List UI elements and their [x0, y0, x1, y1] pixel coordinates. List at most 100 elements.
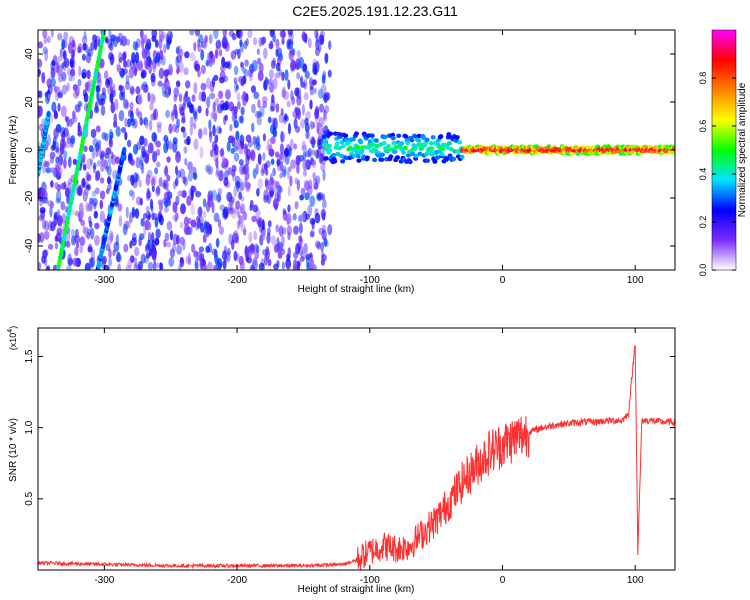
heatmap-cell — [218, 226, 225, 236]
snr-series-line — [38, 344, 675, 570]
heatmap-cell — [240, 106, 245, 116]
heatmap-cell — [238, 215, 243, 225]
heatmap-cell — [78, 65, 82, 77]
heatmap-cell — [262, 152, 266, 161]
heatmap-cell — [261, 249, 268, 256]
heatmap-cell — [208, 119, 212, 131]
heatmap-cell — [158, 67, 165, 80]
heatmap-cell — [74, 103, 78, 112]
heatmap-cell — [309, 85, 315, 96]
heatmap-cell — [193, 110, 198, 120]
heatmap-cell — [124, 131, 128, 141]
heatmap-cell — [180, 203, 186, 215]
heatmap-cell — [260, 37, 265, 46]
heatmap-cell — [250, 149, 256, 162]
heatmap-cell — [307, 37, 312, 49]
heatmap-cell — [46, 264, 51, 270]
heatmap-cell — [129, 255, 135, 263]
heatmap-cell — [256, 142, 261, 151]
heatmap-cell — [65, 141, 72, 149]
heatmap-cell — [273, 129, 278, 138]
heatmap-cell — [185, 256, 192, 264]
heatmap-cell — [264, 177, 269, 187]
heatmap-cell — [316, 122, 321, 129]
heatmap-cell — [106, 235, 113, 246]
heatmap-cell — [416, 133, 422, 139]
heatmap-cell — [148, 64, 152, 75]
heatmap-cell — [38, 90, 41, 99]
heatmap-cell — [56, 214, 63, 227]
heatmap-cell — [251, 215, 258, 223]
heatmap-cell — [269, 189, 274, 197]
heatmap-cell — [101, 131, 107, 140]
heatmap-cell — [233, 185, 238, 198]
heatmap-cell — [290, 59, 297, 71]
heatmap-cell — [198, 128, 203, 140]
heatmap-cell — [190, 203, 195, 216]
heatmap-cell — [393, 144, 399, 150]
heatmap-feature-signal-band — [460, 144, 675, 156]
x-tick-label: -300 — [94, 275, 114, 286]
heatmap-cell — [41, 218, 47, 230]
heatmap-cell — [322, 169, 326, 182]
heatmap-cell — [300, 187, 306, 196]
heatmap-cell — [271, 135, 276, 145]
heatmap-cell — [305, 130, 310, 140]
spectrogram-ylabel: Frequency (Hz) — [8, 116, 19, 185]
heatmap-cell — [193, 138, 199, 151]
heatmap-cell — [281, 261, 285, 270]
heatmap-cell — [122, 52, 127, 63]
heatmap-cell — [287, 204, 291, 213]
heatmap-cell — [314, 212, 321, 224]
heatmap-cell — [163, 179, 169, 191]
heatmap-cell — [67, 42, 73, 54]
heatmap-cell — [231, 112, 238, 123]
x-tick-label: 0 — [500, 575, 506, 586]
heatmap-cell — [261, 228, 266, 241]
heatmap-cell — [379, 157, 385, 162]
heatmap-cell — [151, 185, 155, 193]
y-tick-label: -20 — [24, 190, 35, 205]
heatmap-cell — [290, 159, 297, 170]
heatmap-cell — [454, 135, 460, 140]
heatmap-cell — [175, 150, 181, 163]
heatmap-cell — [118, 215, 123, 227]
heatmap-cell — [125, 206, 129, 219]
heatmap-cell — [316, 193, 322, 202]
heatmap-cell — [254, 110, 261, 119]
heatmap-cell — [350, 136, 356, 142]
heatmap-cell — [145, 42, 151, 51]
heatmap-cell — [184, 93, 188, 101]
heatmap-cell — [189, 116, 194, 128]
heatmap-cell — [156, 185, 161, 195]
heatmap-cell — [230, 209, 237, 219]
heatmap-cell — [38, 261, 42, 270]
heatmap-cell — [319, 116, 325, 128]
heatmap-cell — [407, 159, 413, 165]
heatmap-cell — [38, 233, 42, 243]
heatmap-cell — [321, 229, 327, 241]
heatmap-cell — [167, 30, 172, 39]
heatmap-cell — [155, 161, 161, 168]
heatmap-cell — [175, 80, 181, 88]
heatmap-cell — [224, 89, 231, 100]
heatmap-cell — [430, 135, 436, 140]
heatmap-cell — [156, 262, 160, 269]
heatmap-cell — [86, 231, 91, 240]
heatmap-cell — [170, 109, 175, 117]
heatmap-cell — [304, 192, 310, 201]
heatmap-cell — [313, 87, 317, 95]
heatmap-cell — [238, 159, 244, 166]
heatmap-cell — [215, 237, 220, 248]
heatmap-cell — [218, 48, 223, 57]
heatmap-cell — [198, 206, 202, 217]
heatmap-cell — [169, 229, 174, 241]
heatmap-cell — [240, 141, 245, 150]
heatmap-cell — [190, 190, 194, 201]
heatmap-cell — [256, 187, 260, 197]
heatmap-cell — [60, 105, 67, 117]
colorbar-tick-label: 0.4 — [698, 168, 708, 181]
heatmap-cell — [49, 151, 56, 159]
heatmap-cell — [83, 187, 89, 197]
heatmap-cell — [213, 144, 219, 156]
